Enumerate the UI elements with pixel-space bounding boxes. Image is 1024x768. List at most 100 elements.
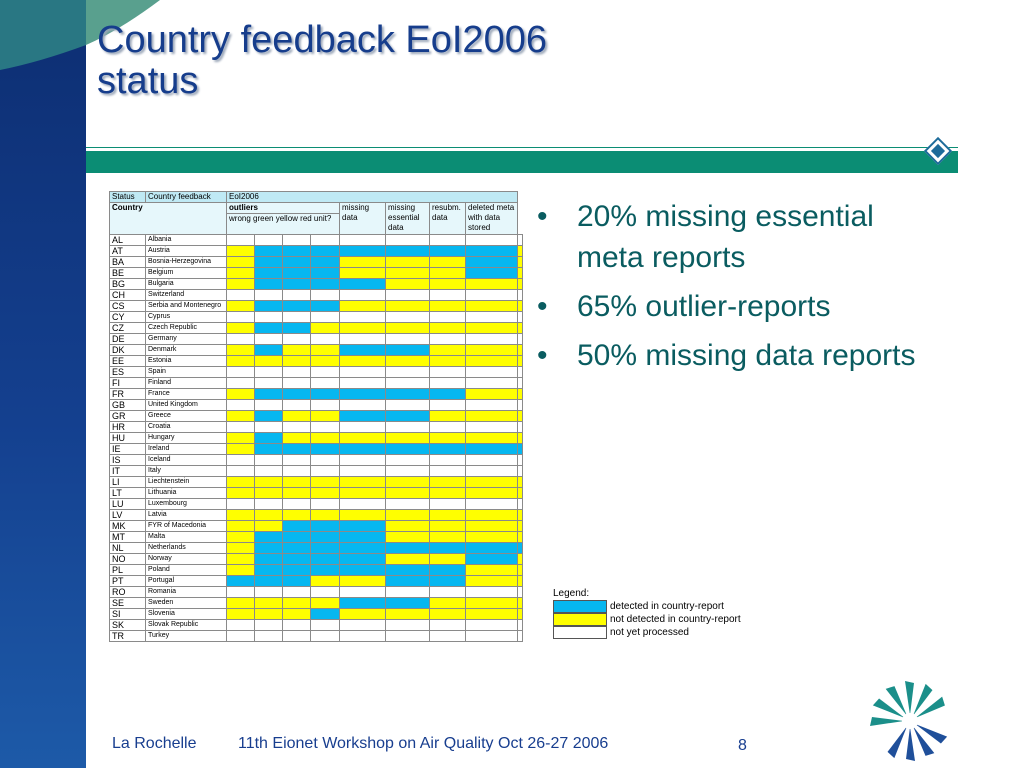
country-name-cell: Lithuania: [145, 487, 227, 499]
status-cell: [282, 575, 311, 587]
country-name-cell: Luxembourg: [145, 498, 227, 510]
country-name-cell: Albania: [145, 234, 227, 246]
country-name-cell: Croatia: [145, 421, 227, 433]
status-cell: [385, 377, 430, 389]
status-cell: [226, 487, 255, 499]
status-cell: [254, 256, 283, 268]
table-row: DK Denmark: [109, 344, 523, 356]
status-cell: [465, 575, 518, 587]
table-row: IS Iceland: [109, 454, 523, 466]
status-cell: [226, 575, 255, 587]
country-name-cell: Poland: [145, 564, 227, 576]
status-cell: [429, 267, 466, 279]
status-cell: [226, 377, 255, 389]
table-row: SE Sweden: [109, 597, 523, 609]
status-cell: [282, 322, 311, 334]
status-cell: [517, 520, 523, 532]
status-cell: [226, 597, 255, 609]
table-row: IE Ireland: [109, 443, 523, 455]
status-cell: [339, 278, 386, 290]
status-cell: [429, 542, 466, 554]
status-cell: [385, 608, 430, 620]
status-cell: [282, 597, 311, 609]
country-name-cell: Bulgaria: [145, 278, 227, 290]
status-cell: [385, 520, 430, 532]
country-code-cell: LT: [109, 487, 146, 499]
status-cell: [465, 498, 518, 510]
status-cell: [385, 344, 430, 356]
legend-label: detected in country-report: [610, 601, 724, 612]
status-cell: [385, 388, 430, 400]
status-cell: [339, 476, 386, 488]
status-cell: [517, 245, 523, 257]
status-cell: [517, 333, 523, 345]
legend-row: not detected in country-report: [553, 613, 741, 626]
country-name-cell: Germany: [145, 333, 227, 345]
status-cell: [517, 608, 523, 620]
status-cell: [254, 597, 283, 609]
country-name-cell: Norway: [145, 553, 227, 565]
status-cell: [339, 234, 386, 246]
country-code-cell: LU: [109, 498, 146, 510]
status-cell: [226, 300, 255, 312]
status-table-body: AL Albania AT Austria BA Bosnia-Herzegovina BE…: [109, 234, 523, 642]
bullet-dot-icon: •: [537, 200, 548, 233]
status-cell: [282, 311, 311, 323]
status-cell: [254, 520, 283, 532]
table-row: BG Bulgaria: [109, 278, 523, 290]
status-cell: [465, 542, 518, 554]
status-cell: [310, 377, 340, 389]
status-cell: [339, 410, 386, 422]
status-cell: [465, 432, 518, 444]
status-cell: [465, 608, 518, 620]
status-cell: [517, 366, 523, 378]
status-cell: [226, 608, 255, 620]
status-cell: [385, 586, 430, 598]
status-cell: [465, 355, 518, 367]
table-row: AT Austria: [109, 245, 523, 257]
status-cell: [254, 586, 283, 598]
status-cell: [429, 410, 466, 422]
status-table: Status Country feedback EoI2006 Country …: [109, 191, 523, 642]
status-cell: [465, 333, 518, 345]
status-cell: [465, 597, 518, 609]
status-cell: [465, 289, 518, 301]
status-cell: [429, 575, 466, 587]
status-cell: [339, 377, 386, 389]
status-cell: [310, 619, 340, 631]
status-cell: [517, 377, 523, 389]
status-cell: [339, 256, 386, 268]
status-cell: [339, 465, 386, 477]
country-code-cell: PL: [109, 564, 146, 576]
status-cell: [226, 619, 255, 631]
status-cell: [226, 586, 255, 598]
status-cell: [517, 553, 523, 565]
status-cell: [385, 564, 430, 576]
status-cell: [465, 388, 518, 400]
country-name-cell: Portugal: [145, 575, 227, 587]
status-cell: [385, 498, 430, 510]
status-cell: [310, 465, 340, 477]
status-cell: [282, 509, 311, 521]
status-cell: [254, 443, 283, 455]
status-cell: [310, 344, 340, 356]
status-cell: [339, 443, 386, 455]
legend-swatch-not-processed: [553, 626, 607, 639]
table-row: FR France: [109, 388, 523, 400]
status-cell: [385, 311, 430, 323]
status-cell: [282, 476, 311, 488]
legend-row: detected in country-report: [553, 600, 741, 613]
status-cell: [385, 300, 430, 312]
status-cell: [310, 542, 340, 554]
status-cell: [310, 311, 340, 323]
status-cell: [226, 344, 255, 356]
status-cell: [310, 333, 340, 345]
status-cell: [254, 432, 283, 444]
bullet-text: 20% missing essential meta reports: [577, 200, 874, 274]
status-cell: [339, 454, 386, 466]
status-table-container: Status Country feedback EoI2006 Country …: [109, 191, 523, 642]
status-cell: [465, 410, 518, 422]
country-code-cell: MT: [109, 531, 146, 543]
status-cell: [339, 388, 386, 400]
status-cell: [282, 531, 311, 543]
